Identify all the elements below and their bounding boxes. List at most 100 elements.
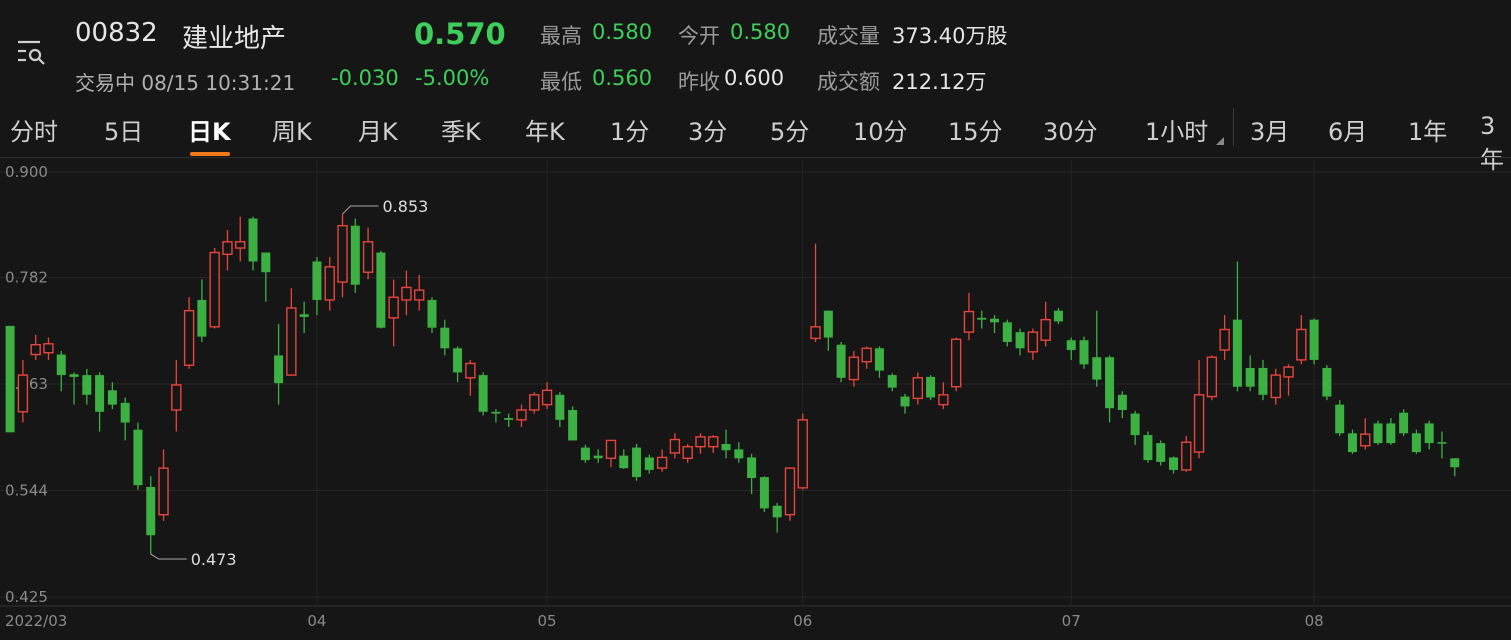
candle-body bbox=[120, 402, 130, 423]
candle-body bbox=[784, 467, 796, 516]
candle-body bbox=[133, 429, 143, 486]
candle-body bbox=[516, 409, 527, 421]
candle-body bbox=[453, 348, 463, 373]
candle-body bbox=[695, 436, 706, 448]
period-tab[interactable]: 1年 bbox=[1408, 118, 1448, 146]
candle-body bbox=[1270, 374, 1281, 399]
candle-body bbox=[261, 252, 271, 273]
candle-body bbox=[938, 394, 949, 406]
candle-body bbox=[759, 477, 769, 509]
candle-body bbox=[197, 299, 207, 337]
candle-body bbox=[1015, 332, 1025, 349]
period-tab[interactable]: 周K bbox=[272, 118, 312, 146]
y-tick-label: 0.782 bbox=[5, 269, 48, 287]
candle-body bbox=[926, 376, 936, 398]
period-tab[interactable]: 3年 bbox=[1480, 112, 1504, 174]
candle-body bbox=[721, 444, 731, 451]
candle-body bbox=[401, 286, 412, 301]
candle-body bbox=[541, 389, 553, 406]
period-tab[interactable]: 10分 bbox=[853, 118, 908, 146]
candle-body bbox=[388, 296, 399, 319]
candle-body bbox=[797, 419, 808, 489]
period-tab[interactable]: 3分 bbox=[688, 118, 728, 146]
candle-body bbox=[656, 456, 668, 469]
candle-body bbox=[440, 327, 450, 349]
period-tab[interactable]: 日K bbox=[188, 118, 231, 146]
candle-body bbox=[580, 447, 590, 461]
candle-body bbox=[990, 318, 1000, 323]
x-tick-label: 05 bbox=[538, 612, 557, 630]
candle-body bbox=[491, 411, 501, 414]
candle-body bbox=[1386, 423, 1396, 444]
candle-body bbox=[56, 354, 66, 376]
max-pointer bbox=[342, 205, 379, 215]
candle-body bbox=[171, 384, 182, 411]
candle-body bbox=[1117, 394, 1127, 410]
candle-body bbox=[1053, 310, 1063, 322]
candle-body bbox=[1232, 319, 1242, 387]
candle-body bbox=[1360, 433, 1371, 447]
candle-body bbox=[362, 241, 374, 273]
candle-body bbox=[324, 266, 335, 301]
candle-body bbox=[286, 307, 297, 376]
candle-body bbox=[1373, 423, 1383, 444]
period-tab[interactable]: 6月 bbox=[1328, 118, 1368, 146]
candle-body bbox=[1219, 328, 1230, 351]
period-tab[interactable]: 分时 bbox=[10, 118, 58, 146]
period-tab[interactable]: 1分 bbox=[610, 118, 650, 146]
candle-body bbox=[183, 309, 195, 366]
stat-label: 成交额 bbox=[817, 70, 880, 94]
candle-body bbox=[337, 224, 348, 283]
candle-body bbox=[312, 261, 322, 300]
candle-body bbox=[504, 418, 514, 420]
price: 0.570 bbox=[414, 17, 506, 51]
stat-value: 0.580 bbox=[592, 20, 653, 44]
candle-body bbox=[950, 338, 962, 388]
candle-body bbox=[632, 447, 642, 478]
candle-body bbox=[1040, 318, 1051, 341]
divider bbox=[0, 157, 1511, 158]
candle-body bbox=[1424, 423, 1434, 444]
candle-body bbox=[1027, 331, 1039, 353]
candle-body bbox=[1283, 366, 1294, 378]
stock-code: 00832 bbox=[75, 18, 158, 48]
menu-search-icon[interactable] bbox=[16, 38, 48, 68]
candle-body bbox=[5, 325, 15, 433]
y-tick-label: 0.544 bbox=[5, 482, 48, 500]
candle-body bbox=[963, 310, 975, 333]
period-tab[interactable]: 年K bbox=[525, 118, 565, 146]
period-tab[interactable]: 5分 bbox=[770, 118, 810, 146]
candle-body bbox=[427, 299, 437, 328]
period-tab[interactable]: 30分 bbox=[1043, 118, 1098, 146]
min-label: 0.473 bbox=[191, 550, 237, 569]
candle-body bbox=[836, 344, 846, 378]
period-tab[interactable]: 15分 bbox=[948, 118, 1003, 146]
candle-body bbox=[82, 375, 92, 395]
candle-body bbox=[222, 241, 233, 256]
candle-body bbox=[887, 375, 897, 388]
candle-body bbox=[107, 390, 117, 405]
x-tick-label: 06 bbox=[793, 612, 812, 630]
candle-body bbox=[1079, 340, 1089, 365]
candle-body bbox=[1296, 328, 1307, 361]
candle-body bbox=[1322, 367, 1332, 397]
candle-body bbox=[848, 356, 860, 381]
candle-body bbox=[823, 310, 833, 338]
candle-body bbox=[619, 455, 629, 469]
candle-body bbox=[43, 343, 54, 354]
candle-body bbox=[478, 375, 488, 412]
period-tab[interactable]: 1小时 bbox=[1145, 118, 1209, 146]
candle-body bbox=[1347, 433, 1357, 453]
period-tab[interactable]: 季K bbox=[441, 118, 481, 146]
period-tab[interactable]: 月K bbox=[358, 118, 398, 146]
x-tick-label: 04 bbox=[307, 612, 326, 630]
period-tab[interactable]: 3月 bbox=[1250, 118, 1290, 146]
candle-body bbox=[772, 505, 782, 518]
candle-body bbox=[734, 449, 744, 459]
candle-body bbox=[593, 455, 603, 459]
y-tick-label: 0.425 bbox=[5, 588, 48, 606]
candle-body bbox=[1143, 435, 1153, 461]
candle-body bbox=[465, 362, 476, 379]
period-tab[interactable]: 5日 bbox=[104, 118, 144, 146]
